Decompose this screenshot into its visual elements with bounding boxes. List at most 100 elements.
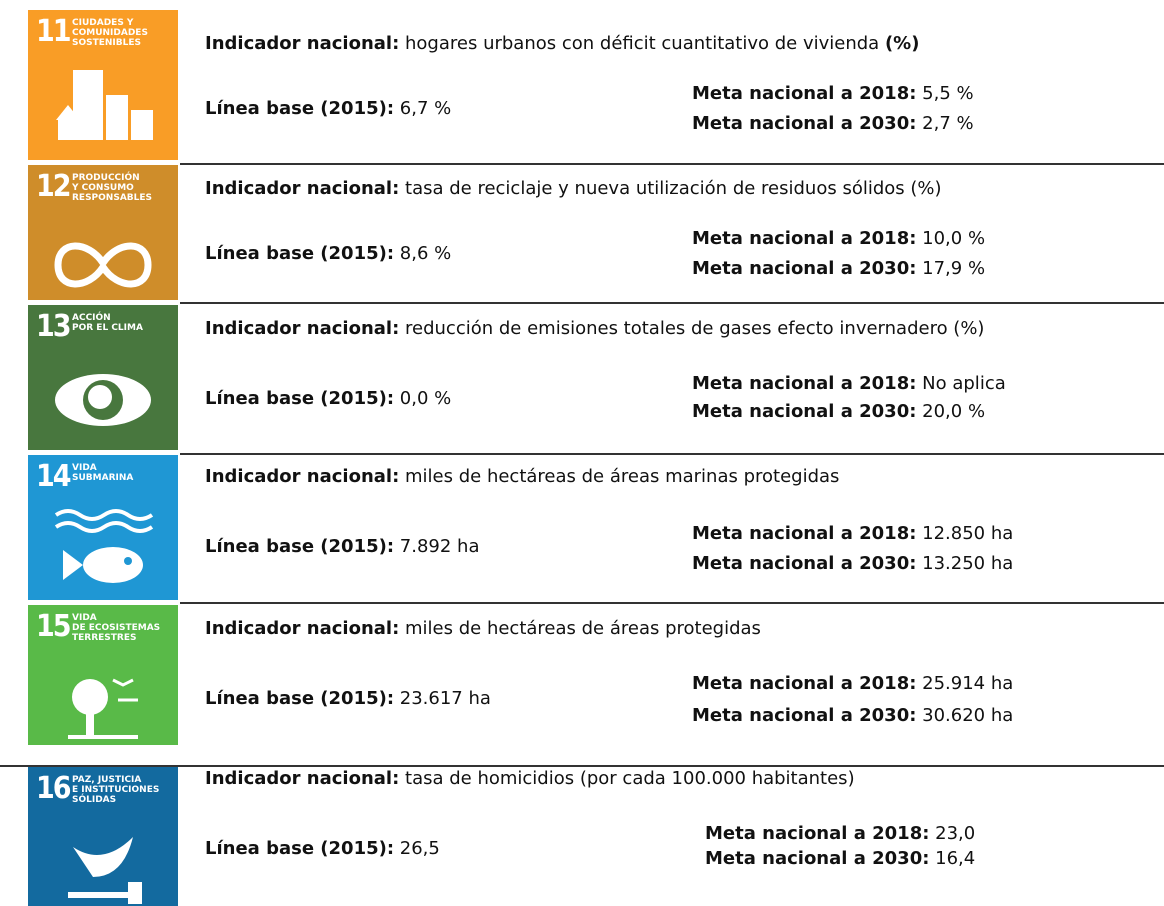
goal-name: ACCIÓN POR EL CLIMA <box>72 313 143 333</box>
target: Meta nacional a 2030: 30.620 ha <box>692 705 1013 726</box>
goal-glyph <box>54 509 154 583</box>
goal-name-line: SOSTENIBLES <box>72 38 142 48</box>
goal-icon: 11 CIUDADES Y COMUNIDADES SOSTENIBLES <box>28 10 178 160</box>
goal-name-line: PAZ, JUSTICIA <box>72 775 142 785</box>
baseline-value: 7.892 ha <box>399 536 480 557</box>
row-separator <box>180 302 1164 304</box>
target-value: No aplica <box>922 373 1006 394</box>
target-value: 12.850 ha <box>922 523 1014 544</box>
baseline: Línea base (2015): 0,0 % <box>205 388 451 409</box>
indicator-text: hogares urbanos con déficit cuantitativo… <box>405 33 880 54</box>
target: Meta nacional a 2030: 2,7 % <box>692 113 974 134</box>
goal-number: 12 <box>36 169 72 204</box>
target-value: 2,7 % <box>922 113 974 134</box>
row-separator <box>180 453 1164 455</box>
indicator-text: miles de hectáreas de áreas protegidas <box>405 618 761 639</box>
target-value: 23,0 <box>935 823 976 844</box>
target-label: Meta nacional a 2030: <box>692 553 917 574</box>
target-value: 13.250 ha <box>922 553 1014 574</box>
indicator-text: reducción de emisiones totales de gases … <box>405 318 985 339</box>
goal-name: VIDA SUBMARINA <box>72 463 133 483</box>
target: Meta nacional a 2030: 20,0 % <box>692 401 985 422</box>
row-separator <box>180 163 1164 165</box>
target: Meta nacional a 2018: No aplica <box>692 373 1006 394</box>
baseline-value: 26,5 <box>399 838 440 859</box>
indicator-label: Indicador nacional: <box>205 618 400 639</box>
goal-name-line: TERRESTRES <box>72 633 137 643</box>
row-separator <box>0 765 1164 767</box>
target-label: Meta nacional a 2030: <box>692 401 917 422</box>
indicator-text: tasa de reciclaje y nueva utilización de… <box>405 178 942 199</box>
target: Meta nacional a 2018: 12.850 ha <box>692 523 1013 544</box>
baseline-value: 23.617 ha <box>399 688 491 709</box>
indicator-text: miles de hectáreas de áreas marinas prot… <box>405 466 840 487</box>
goal-name-line: VIDA <box>72 463 97 473</box>
goal-name-line: DE ECOSISTEMAS <box>72 623 161 633</box>
indicator: Indicador nacional: tasa de reciclaje y … <box>205 178 942 199</box>
baseline: Línea base (2015): 6,7 % <box>205 98 451 119</box>
target: Meta nacional a 2030: 17,9 % <box>692 258 985 279</box>
indicator: Indicador nacional: miles de hectáreas d… <box>205 466 839 487</box>
target: Meta nacional a 2018: 10,0 % <box>692 228 985 249</box>
baseline: Línea base (2015): 8,6 % <box>205 243 451 264</box>
indicator: Indicador nacional: reducción de emision… <box>205 318 984 339</box>
row-separator <box>180 602 1164 604</box>
goal-name-line: SUBMARINA <box>72 473 134 483</box>
indicator-label: Indicador nacional: <box>205 178 400 199</box>
indicator-label: Indicador nacional: <box>205 466 400 487</box>
baseline: Línea base (2015): 26,5 <box>205 838 440 859</box>
target: Meta nacional a 2018: 23,0 <box>705 823 975 844</box>
goal-name-line: Y CONSUMO <box>72 183 134 193</box>
indicator: Indicador nacional: miles de hectáreas d… <box>205 618 761 639</box>
target: Meta nacional a 2018: 25.914 ha <box>692 673 1013 694</box>
target-value: 17,9 % <box>922 258 986 279</box>
goal-name-line: RESPONSABLES <box>72 193 153 203</box>
target-label: Meta nacional a 2018: <box>692 83 917 104</box>
indicator-label: Indicador nacional: <box>205 768 400 789</box>
goal-number: 14 <box>36 459 72 494</box>
target-label: Meta nacional a 2018: <box>692 673 917 694</box>
baseline-label: Línea base (2015): <box>205 388 395 409</box>
baseline-label: Línea base (2015): <box>205 243 395 264</box>
target-value: 10,0 % <box>922 228 986 249</box>
target-label: Meta nacional a 2018: <box>692 523 917 544</box>
baseline: Línea base (2015): 7.892 ha <box>205 536 479 557</box>
baseline-label: Línea base (2015): <box>205 98 395 119</box>
indicator-label: Indicador nacional: <box>205 318 400 339</box>
baseline-label: Línea base (2015): <box>205 536 395 557</box>
goal-name-line: VIDA <box>72 613 97 623</box>
goal-icon: 14 VIDA SUBMARINA <box>28 455 178 600</box>
target-label: Meta nacional a 2018: <box>692 373 917 394</box>
goal-name-line: CIUDADES Y <box>72 18 134 28</box>
target-label: Meta nacional a 2030: <box>705 848 930 869</box>
indicator: Indicador nacional: tasa de homicidios (… <box>205 768 855 789</box>
baseline-label: Línea base (2015): <box>205 688 395 709</box>
goal-name-line: POR EL CLIMA <box>72 323 143 333</box>
indicator-text: tasa de homicidios (por cada 100.000 hab… <box>405 768 855 789</box>
baseline-value: 6,7 % <box>399 98 452 119</box>
target-value: 5,5 % <box>922 83 974 104</box>
target-value: 16,4 <box>935 848 976 869</box>
goal-name: PAZ, JUSTICIA E INSTITUCIONES SÓLIDAS <box>72 775 159 805</box>
goal-name: CIUDADES Y COMUNIDADES SOSTENIBLES <box>72 18 148 48</box>
goal-number: 13 <box>36 309 72 344</box>
goal-name: PRODUCCIÓN Y CONSUMO RESPONSABLES <box>72 173 152 203</box>
target-label: Meta nacional a 2018: <box>692 228 917 249</box>
target-value: 25.914 ha <box>922 673 1014 694</box>
target-label: Meta nacional a 2030: <box>692 258 917 279</box>
target-value: 30.620 ha <box>922 705 1014 726</box>
goal-number: 15 <box>36 609 72 644</box>
goal-name-line: PRODUCCIÓN <box>72 173 140 183</box>
goal-icon: 12 PRODUCCIÓN Y CONSUMO RESPONSABLES <box>28 165 178 300</box>
indicator-unit: (%) <box>884 33 920 54</box>
goal-glyph <box>56 70 153 140</box>
target: Meta nacional a 2030: 13.250 ha <box>692 553 1013 574</box>
target-value: 20,0 % <box>922 401 986 422</box>
goal-glyph <box>68 678 138 739</box>
baseline-value: 0,0 % <box>399 388 452 409</box>
goal-icon: 15 VIDA DE ECOSISTEMAS TERRESTRES <box>28 605 178 745</box>
goal-glyph <box>55 374 151 426</box>
indicator: Indicador nacional: hogares urbanos con … <box>205 33 919 54</box>
target-label: Meta nacional a 2030: <box>692 113 917 134</box>
